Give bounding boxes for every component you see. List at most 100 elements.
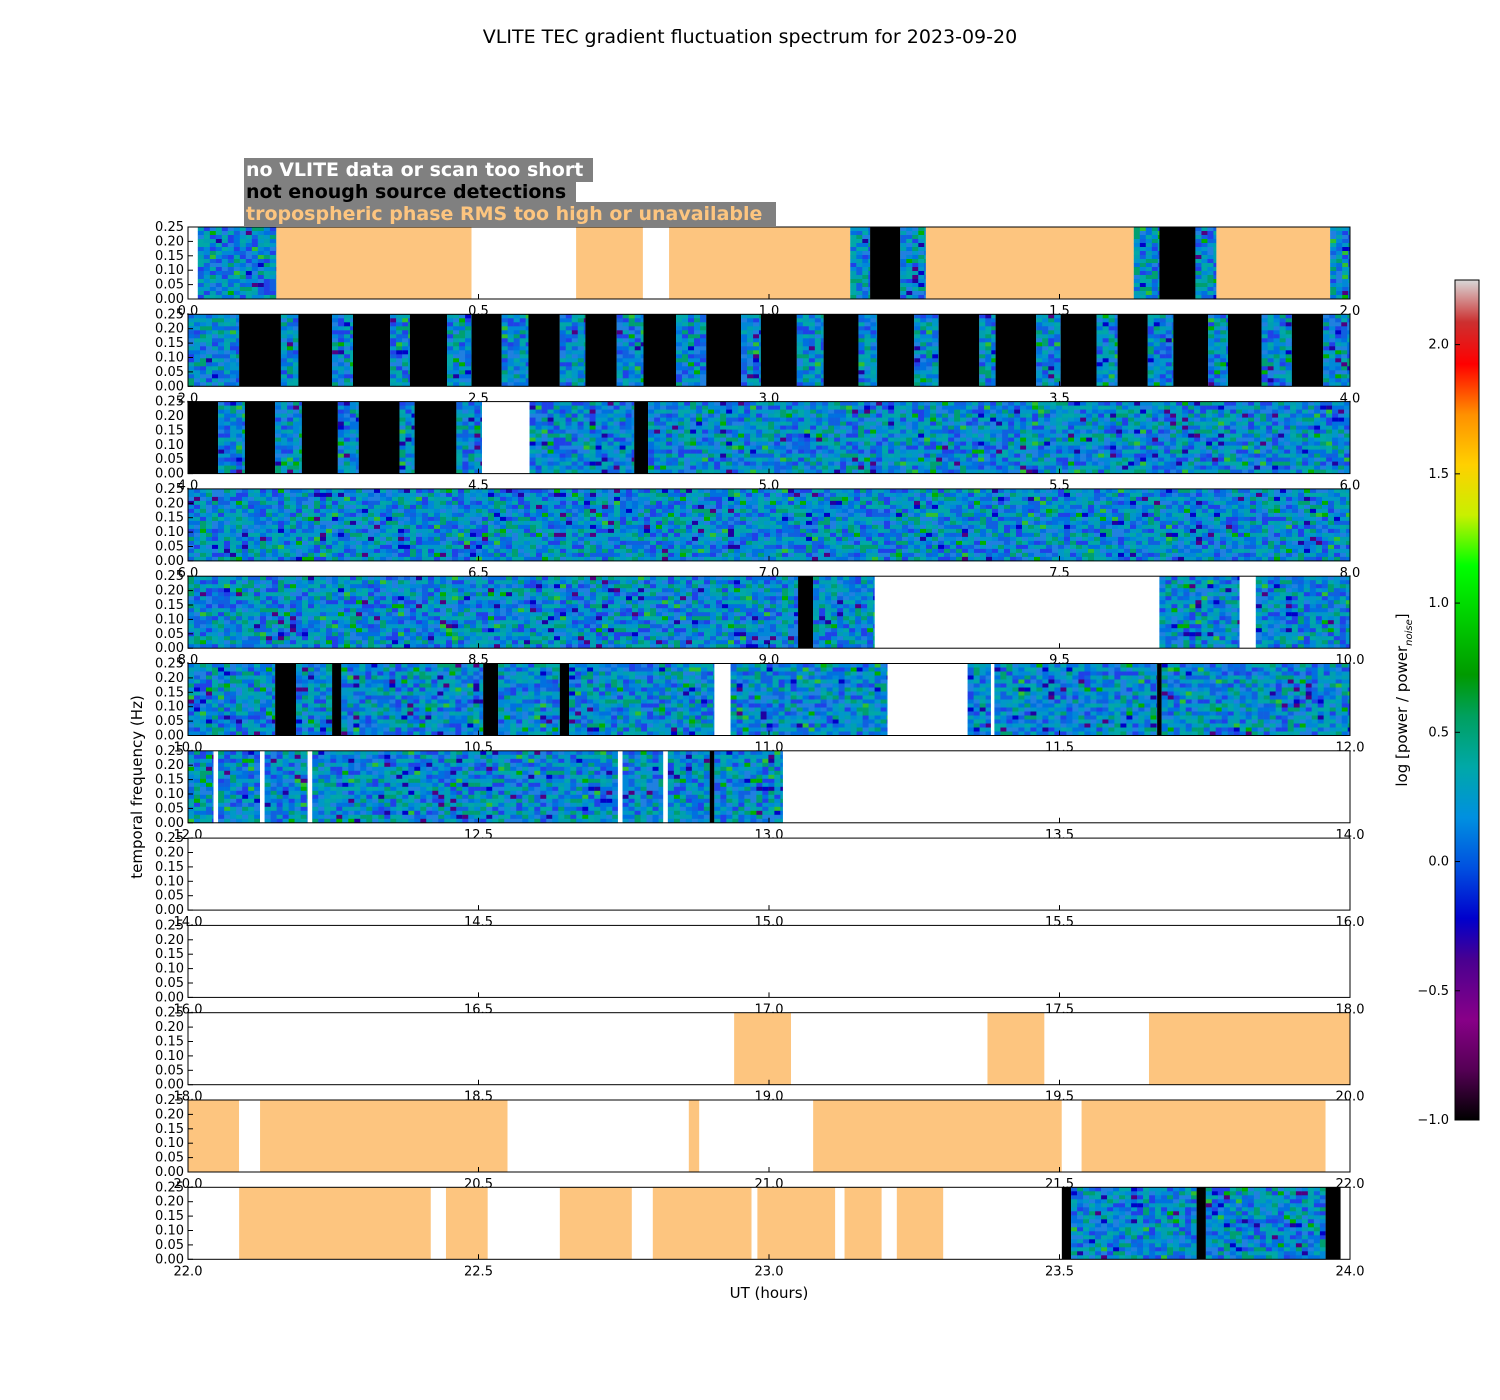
no-data-segment (188, 925, 1350, 998)
tropo-rms-segment (445, 1187, 488, 1260)
colorbar-tick-label: −0.5 (1417, 984, 1449, 999)
no-data-segment (1340, 1187, 1350, 1260)
y-tick-label: 0.05 (155, 1151, 184, 1166)
no-data-segment (642, 227, 670, 299)
few-detections-segment (332, 663, 342, 736)
y-tick-label: 0.25 (155, 395, 184, 410)
few-detections-segment (585, 314, 617, 387)
no-data-segment (835, 1187, 845, 1260)
no-data-segment (887, 663, 968, 736)
legend-entry-1-bg (244, 158, 593, 182)
spectrum-data-segment (1205, 1187, 1326, 1260)
few-detections-segment (706, 314, 742, 387)
no-data-segment (943, 1187, 1062, 1260)
spectrum-data-segment (498, 663, 560, 736)
tropo-rms-segment (576, 227, 643, 299)
spectrum-data-segment (813, 576, 875, 649)
spectrum-data-segment (390, 314, 410, 387)
tropo-rms-segment (844, 1187, 882, 1260)
few-detections-segment (244, 401, 276, 474)
no-data-segment (1044, 1012, 1149, 1085)
y-tick-label: 0.25 (155, 1093, 184, 1108)
few-detections-segment (995, 314, 1037, 387)
y-tick-label: 0.15 (155, 947, 184, 962)
y-axis-label: temporal frequency (Hz) (128, 695, 146, 879)
y-tick-label: 0.05 (155, 801, 184, 816)
spectrum-data-segment (456, 401, 482, 474)
few-detections-segment (414, 401, 457, 474)
spectrum-data-segment (796, 314, 824, 387)
few-detections-segment (471, 314, 502, 387)
no-data-segment (1325, 1100, 1350, 1172)
spectrum-data-segment (341, 663, 484, 736)
y-tick-label: 0.25 (155, 482, 184, 497)
y-tick-label: 0.20 (155, 846, 184, 861)
legend-entry-3: tropospheric phase RMS too high or unava… (246, 203, 762, 225)
few-detections-segment (301, 401, 338, 474)
few-detections-segment (1157, 663, 1162, 736)
y-tick-label: 0.10 (155, 1224, 184, 1239)
few-detections-segment (188, 401, 219, 474)
no-data-segment (791, 1012, 988, 1085)
spectrum-data-segment (529, 401, 635, 474)
few-detections-segment (483, 663, 499, 736)
spectrum-data-segment (676, 314, 707, 387)
tropo-rms-segment (669, 227, 851, 299)
y-tick-label: 0.05 (155, 1238, 184, 1253)
tropo-rms-segment (652, 1187, 752, 1260)
legend: no VLITE data or scan too short not enou… (244, 158, 776, 226)
panel-5: 0.250.200.150.100.050.008.0 8.5 9.0 9.5 10.0 (155, 569, 1364, 668)
spectrum-data-segment (616, 314, 644, 387)
y-tick-label: 0.00 (155, 467, 184, 482)
panel-1: 0.250.200.150.100.050.000.0 0.5 1.0 1.5 2.0 (155, 220, 1360, 319)
spectrum-data-segment (188, 488, 1350, 562)
spectrum-data-segment (296, 663, 333, 736)
y-tick-label: 0.25 (155, 1180, 184, 1195)
spectrum-data-segment (1159, 576, 1240, 649)
y-tick-label: 0.15 (155, 1209, 184, 1224)
y-tick-label: 0.25 (155, 657, 184, 672)
no-data-segment (430, 1187, 446, 1260)
spectrum-data-segment (188, 314, 240, 387)
y-tick-label: 0.05 (155, 365, 184, 380)
spectrum-data-segment (1208, 314, 1228, 387)
y-tick-label: 0.10 (155, 525, 184, 540)
y-tick-label: 0.15 (155, 249, 184, 264)
colorbar-tick-label: 1.5 (1428, 467, 1449, 482)
y-tick-label: 0.25 (155, 1006, 184, 1021)
no-data-segment (507, 1100, 689, 1172)
y-tick-label: 0.05 (155, 452, 184, 467)
few-detections-segment (409, 314, 448, 387)
y-tick-label: 0.10 (155, 1049, 184, 1064)
few-detections-segment (1196, 1187, 1206, 1260)
few-detections-segment (559, 663, 570, 736)
colorbar-tick-label: −1.0 (1417, 1113, 1449, 1128)
legend-entry-3-bg (244, 202, 776, 226)
few-detections-segment (528, 314, 560, 387)
y-tick-label: 0.10 (155, 263, 184, 278)
few-detections-segment (1159, 227, 1196, 299)
panel-4: 0.250.200.150.100.050.006.0 6.5 7.0 7.5 8.0 (155, 482, 1360, 581)
y-tick-label: 0.20 (155, 584, 184, 599)
panel-2: 0.250.200.150.100.050.002.0 2.5 3.0 3.5 4.0 (155, 307, 1360, 406)
y-tick-label: 0.10 (155, 612, 184, 627)
spectrum-data-segment (447, 314, 472, 387)
spectrum-data-segment (1195, 227, 1217, 300)
spectrum-data-segment (858, 314, 878, 387)
y-tick-label: 0.20 (155, 1195, 184, 1210)
tropo-rms-segment (813, 1100, 1062, 1172)
spectrum-data-segment (218, 401, 245, 474)
tropo-rms-segment (896, 1187, 944, 1260)
y-tick-label: 0.20 (155, 758, 184, 773)
spectrum-data-segment (730, 663, 888, 736)
y-tick-label: 0.05 (155, 540, 184, 555)
y-tick-label: 0.15 (155, 773, 184, 788)
y-tick-label: 0.25 (155, 831, 184, 846)
spectrum-data-segment (312, 750, 618, 824)
few-detections-segment (1061, 1187, 1072, 1260)
spectrum-data-segment (648, 401, 1350, 474)
y-tick-label: 0.00 (155, 1252, 184, 1267)
few-detections-segment (1173, 314, 1209, 387)
few-detections-segment (1060, 314, 1097, 387)
